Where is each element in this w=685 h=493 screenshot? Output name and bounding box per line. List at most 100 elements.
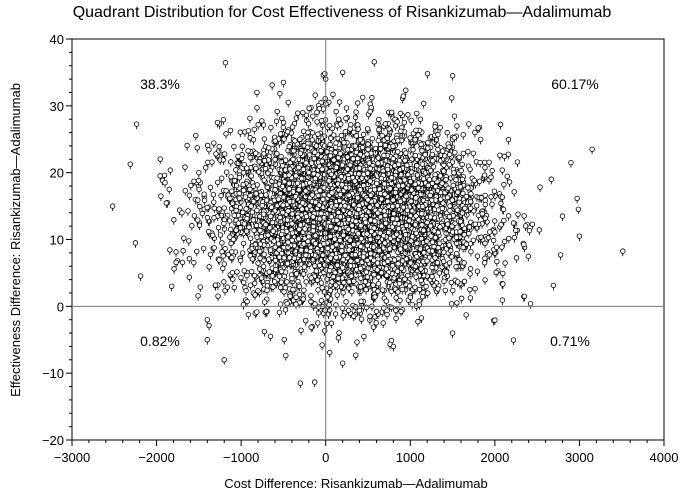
data-point <box>319 342 325 351</box>
data-point <box>325 311 332 319</box>
data-point <box>204 317 211 325</box>
data-point <box>303 317 309 326</box>
data-point <box>215 293 221 302</box>
data-point <box>456 154 462 163</box>
data-point <box>369 303 375 312</box>
data-point <box>200 245 207 254</box>
data-point <box>393 295 399 303</box>
data-point <box>184 142 190 151</box>
data-point <box>315 320 321 328</box>
data-point <box>414 110 420 119</box>
data-point <box>310 113 316 122</box>
data-point <box>380 320 386 329</box>
data-point <box>127 161 133 170</box>
points-layer <box>109 59 626 389</box>
data-point <box>550 282 557 291</box>
data-point <box>501 153 508 162</box>
data-point <box>137 273 144 282</box>
data-point <box>397 297 403 306</box>
data-point <box>500 206 507 215</box>
data-point <box>499 167 506 176</box>
data-point <box>336 99 343 107</box>
data-point <box>274 108 280 117</box>
data-point <box>197 284 204 293</box>
data-point <box>248 173 255 181</box>
data-point <box>417 116 424 125</box>
data-point <box>355 126 361 135</box>
data-point <box>234 269 240 277</box>
data-point <box>284 260 291 269</box>
data-point <box>511 189 517 197</box>
data-point <box>168 283 175 292</box>
data-point <box>282 307 289 315</box>
data-point <box>461 232 468 240</box>
data-point <box>212 282 219 291</box>
data-point <box>482 277 488 285</box>
data-point <box>199 210 206 219</box>
data-point <box>492 218 498 226</box>
data-point <box>247 282 254 291</box>
data-point <box>493 269 499 278</box>
data-point <box>514 159 521 168</box>
data-point <box>109 203 116 212</box>
data-point <box>497 152 503 161</box>
data-point <box>489 201 495 210</box>
data-point <box>171 217 177 225</box>
data-point <box>223 131 229 139</box>
data-point <box>281 336 287 345</box>
data-point <box>221 205 227 214</box>
data-point <box>492 229 498 237</box>
data-point <box>207 184 214 193</box>
data-point <box>222 60 229 68</box>
data-point <box>510 337 517 346</box>
data-point <box>215 179 221 188</box>
data-point <box>194 145 200 153</box>
data-point <box>441 278 447 287</box>
data-point <box>227 127 234 136</box>
data-point <box>327 349 333 358</box>
data-point <box>466 121 472 129</box>
data-point <box>185 208 191 216</box>
data-point <box>314 119 320 127</box>
data-point <box>352 114 359 123</box>
data-point <box>293 301 299 310</box>
data-point <box>277 301 284 310</box>
data-point <box>223 169 230 178</box>
data-point <box>474 253 481 262</box>
data-point <box>158 193 164 202</box>
data-point <box>186 238 192 246</box>
data-point <box>215 224 222 233</box>
data-point <box>252 280 258 289</box>
data-point <box>361 333 367 342</box>
data-point <box>557 252 564 260</box>
data-point <box>343 105 350 114</box>
data-point <box>228 159 234 167</box>
data-point <box>319 122 326 131</box>
data-point <box>276 309 283 318</box>
data-point <box>437 124 443 133</box>
data-point <box>334 292 340 301</box>
data-point <box>398 308 404 317</box>
data-point <box>527 301 534 309</box>
data-point <box>451 113 458 122</box>
data-point <box>195 293 201 301</box>
data-point <box>467 271 473 279</box>
data-point <box>188 182 194 191</box>
data-point <box>354 339 360 348</box>
data-point <box>353 352 359 361</box>
data-point <box>191 259 197 268</box>
data-point <box>467 295 474 303</box>
data-point <box>186 274 193 283</box>
data-point <box>186 192 193 201</box>
data-point <box>472 129 478 138</box>
data-point <box>425 290 431 299</box>
data-point <box>277 90 283 99</box>
data-point <box>454 123 460 132</box>
data-point <box>218 192 224 201</box>
data-point <box>240 187 247 196</box>
data-point <box>413 274 419 283</box>
data-point <box>228 205 235 214</box>
data-point <box>210 191 217 200</box>
data-point <box>343 299 349 307</box>
